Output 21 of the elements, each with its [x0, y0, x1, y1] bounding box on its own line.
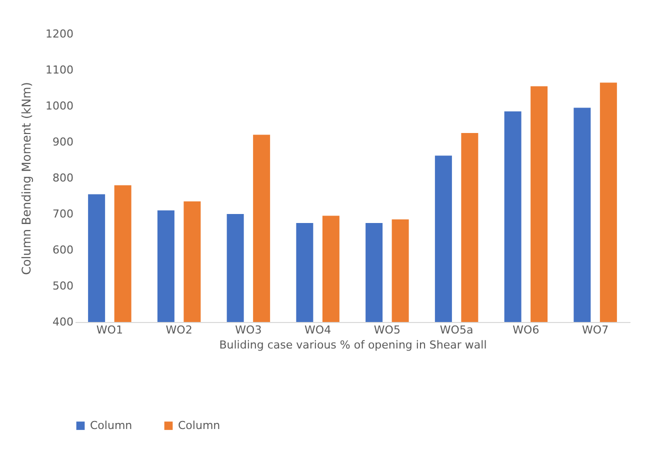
- x-tick-label: WO3: [235, 324, 262, 336]
- y-axis-title: Column Bending Moment (kNm): [20, 82, 34, 275]
- legend-label: Column: [90, 418, 132, 432]
- y-tick-label: 500: [52, 280, 74, 292]
- y-tick-label: 1200: [46, 28, 74, 40]
- y-tick-label: 1100: [46, 64, 74, 76]
- x-tick-label: WO5a: [440, 324, 474, 336]
- y-tick-label: 600: [52, 244, 74, 256]
- y-tick-label: 900: [52, 136, 74, 148]
- y-tick-label: 800: [52, 172, 74, 184]
- x-tick-label: WO7: [582, 324, 609, 336]
- y-tick-label: 700: [52, 208, 74, 220]
- y-tick-label: 1000: [46, 100, 74, 112]
- x-tick-label: WO2: [166, 324, 192, 336]
- y-tick-label: 400: [52, 316, 74, 328]
- x-tick-label: WO6: [512, 324, 540, 336]
- x-axis-title: Buliding case various % of opening in Shear wall: [219, 338, 487, 352]
- x-tick-label: WO5: [374, 324, 400, 336]
- legend-label: Column: [178, 418, 220, 432]
- x-tick-label: WO1: [96, 324, 123, 336]
- x-tick-label: WO4: [304, 324, 332, 336]
